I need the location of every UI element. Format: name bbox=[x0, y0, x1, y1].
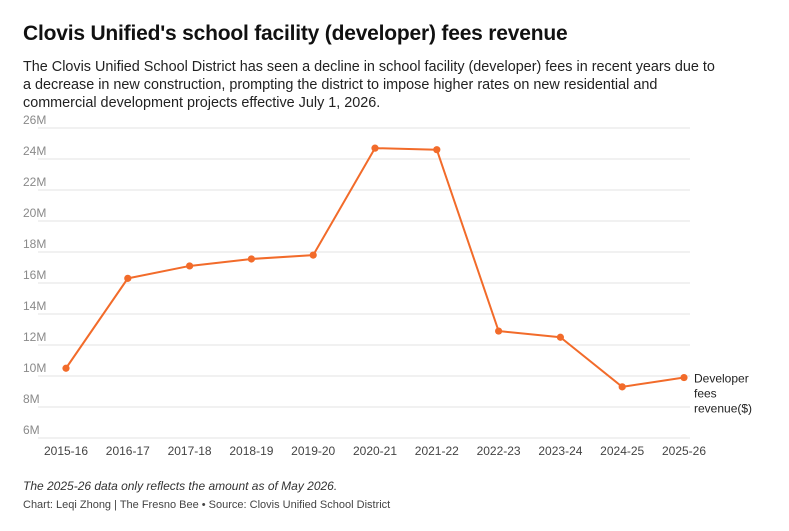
x-tick-label-1: 2016-17 bbox=[106, 444, 150, 458]
x-tick-label-5: 2020-21 bbox=[353, 444, 397, 458]
series-label: Developer fees revenue($) bbox=[694, 372, 752, 416]
series-label-group: Developer fees revenue($) bbox=[694, 372, 752, 416]
gridlines bbox=[38, 127, 690, 439]
y-tick-label-4: 14M bbox=[23, 299, 46, 313]
data-point-3 bbox=[247, 255, 255, 263]
footnote: The 2025-26 data only reflects the amoun… bbox=[23, 479, 338, 493]
y-tick-label-9: 24M bbox=[23, 144, 46, 158]
data-point-1 bbox=[124, 274, 132, 282]
x-tick-label-4: 2019-20 bbox=[291, 444, 335, 458]
credit-line: Chart: Leqi Zhong | The Fresno Bee • Sou… bbox=[23, 499, 391, 511]
data-point-4 bbox=[309, 251, 317, 259]
y-tick-label-2: 10M bbox=[23, 361, 46, 375]
data-point-2 bbox=[186, 262, 194, 270]
data-point-6 bbox=[433, 146, 441, 154]
x-tick-label-7: 2022-23 bbox=[477, 444, 521, 458]
data-point-10 bbox=[680, 373, 688, 382]
x-tick-label-2: 2017-18 bbox=[168, 444, 212, 458]
y-tick-label-1: 8M bbox=[23, 392, 40, 406]
data-point-9 bbox=[618, 383, 626, 391]
data-point-7 bbox=[495, 327, 503, 335]
data-point-5 bbox=[371, 144, 379, 152]
y-tick-label-8: 22M bbox=[23, 175, 46, 189]
chart-title: Clovis Unified's school facility (develo… bbox=[23, 22, 568, 45]
chart-subtitle: The Clovis Unified School District has s… bbox=[23, 59, 715, 111]
x-tick-label-6: 2021-22 bbox=[415, 444, 459, 458]
x-tick-label-8: 2023-24 bbox=[538, 444, 582, 458]
series-line-group bbox=[65, 147, 685, 388]
x-tick-label-3: 2018-19 bbox=[229, 444, 273, 458]
data-points bbox=[62, 144, 688, 391]
x-tick-label-10: 2025-26 bbox=[662, 444, 706, 458]
y-tick-label-6: 18M bbox=[23, 237, 46, 251]
y-tick-label-7: 20M bbox=[23, 206, 46, 220]
data-point-0 bbox=[62, 364, 70, 372]
series-line bbox=[65, 147, 685, 388]
x-tick-label-0: 2015-16 bbox=[44, 444, 88, 458]
data-point-8 bbox=[556, 333, 565, 341]
y-tick-label-5: 16M bbox=[23, 268, 46, 282]
y-axis-ticks: 6M 8M 10M 12M 14M 16M 18M 20M 22M 24M 26M bbox=[23, 113, 46, 437]
y-tick-label-0: 6M bbox=[23, 423, 40, 437]
x-axis-ticks: 2015-16 2016-17 2017-18 2018-19 2019-20 2020-… bbox=[44, 444, 706, 458]
x-tick-label-9: 2024-25 bbox=[600, 444, 644, 458]
y-tick-label-3: 12M bbox=[23, 330, 46, 344]
y-tick-label-10: 26M bbox=[23, 113, 46, 127]
